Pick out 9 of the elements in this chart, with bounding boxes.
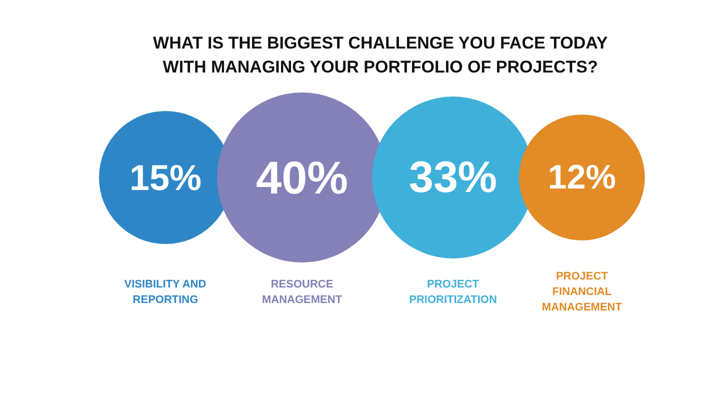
category-label: RESOURCE MANAGEMENT — [262, 278, 342, 306]
data-label: 40% — [256, 152, 348, 204]
text: WHAT IS THE BIGGEST CHALLENGE YOU FACE TODAY WITH MANAGING YOUR PORTFOLIO OF PROJECTS? — [153, 34, 608, 76]
data-label: 15% — [129, 157, 202, 198]
category-label: VISIBILITY AND REPORTING — [124, 278, 206, 306]
category-label: PROJECT PRIORITIZATION — [409, 278, 497, 306]
data-label: 12% — [548, 158, 616, 196]
data-label: 33% — [408, 153, 498, 202]
category-label: PROJECT FINANCIAL MANAGEMENT — [542, 270, 622, 314]
